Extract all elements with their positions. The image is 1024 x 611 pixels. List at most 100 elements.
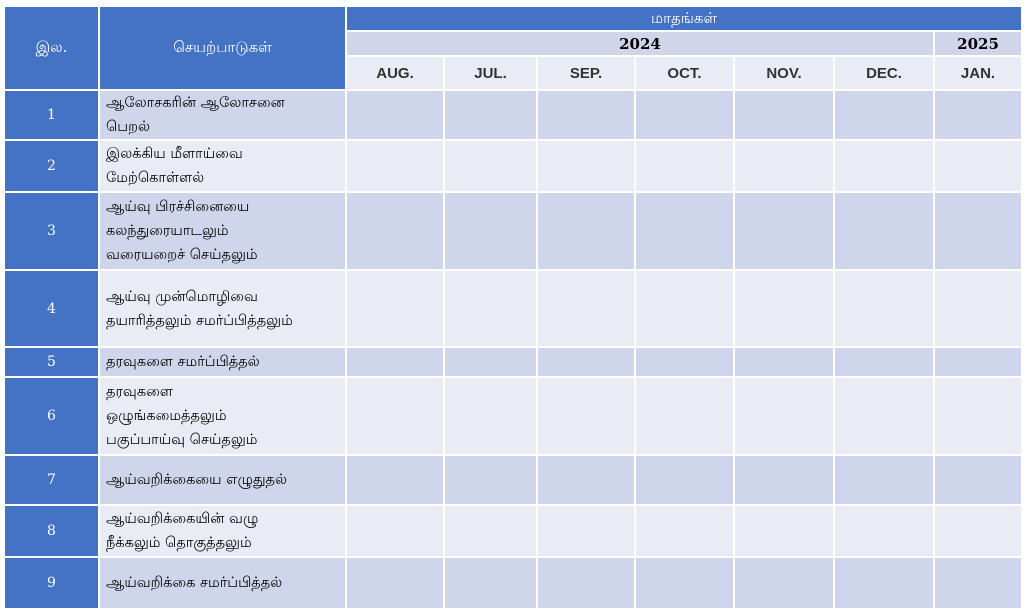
schedule-cell — [733, 376, 835, 456]
schedule-cell — [443, 376, 538, 456]
schedule-cell — [932, 376, 1024, 456]
table-row: 3 ஆய்வு பிரச்சினையை கலந்துரையாடலும் வரையறைச… — [3, 191, 1024, 271]
activity-text-line: தரவுகளை — [106, 384, 173, 400]
schedule-cell — [345, 454, 445, 506]
schedule-cell — [833, 376, 935, 456]
activity-text-line: வரையறைச் செய்தலும் — [106, 247, 258, 263]
activity-cell: ஆய்வறிக்கை சமர்ப்பித்தல் — [98, 556, 347, 610]
schedule-cell — [443, 454, 538, 506]
activity-cell: தரவுகளை சமர்ப்பித்தல் — [98, 346, 347, 378]
schedule-cell — [345, 556, 445, 610]
activity-text-line: நீக்கலும் தொகுத்தலும் — [106, 535, 252, 551]
schedule-cell — [634, 346, 735, 378]
row-number: 1 — [3, 89, 100, 141]
schedule-cell — [833, 139, 935, 193]
schedule-cell — [733, 89, 835, 141]
table-row: 9 ஆய்வறிக்கை சமர்ப்பித்தல் — [3, 556, 1024, 610]
year-2025-header: 2025 — [932, 30, 1024, 57]
activity-text-line: மேற்கொள்ளல் — [106, 170, 205, 186]
schedule-cell — [536, 454, 636, 506]
month-header: NOV. — [733, 55, 835, 91]
activity-cell: ஆய்வு பிரச்சினையை கலந்துரையாடலும் வரையறைச்… — [98, 191, 347, 271]
schedule-cell — [733, 191, 835, 271]
schedule-cell — [733, 556, 835, 610]
schedule-cell — [833, 191, 935, 271]
schedule-cell — [536, 139, 636, 193]
schedule-cell — [932, 454, 1024, 506]
month-header: SEP. — [536, 55, 636, 91]
activity-cell: ஆய்வறிக்கையின் வழு நீக்கலும் தொகுத்தலும் — [98, 504, 347, 558]
schedule-cell — [443, 504, 538, 558]
activity-text-line: பெறல் — [106, 119, 150, 135]
schedule-cell — [932, 556, 1024, 610]
activity-text-line: தரவுகளை சமர்ப்பித்தல் — [106, 354, 260, 370]
activities-body: 1 ஆலோசகரின் ஆலோசனை பெறல் 2 இலக்கிய மீளாய்வை ம… — [3, 89, 1024, 610]
table-row: 7 ஆய்வறிக்கையை எழுதுதல் — [3, 454, 1024, 506]
schedule-cell — [833, 269, 935, 348]
table-row: 2 இலக்கிய மீளாய்வை மேற்கொள்ளல் — [3, 139, 1024, 193]
schedule-cell — [536, 376, 636, 456]
month-header: OCT. — [634, 55, 735, 91]
schedule-cell — [833, 556, 935, 610]
table-row: 8 ஆய்வறிக்கையின் வழு நீக்கலும் தொகுத்தலும் — [3, 504, 1024, 558]
schedule-cell — [443, 89, 538, 141]
schedule-cell — [833, 89, 935, 141]
schedule-cell — [932, 269, 1024, 348]
schedule-cell — [733, 454, 835, 506]
serial-number-header: இல. — [3, 5, 100, 91]
activity-cell: ஆலோசகரின் ஆலோசனை பெறல் — [98, 89, 347, 141]
activity-text-line: ஆலோசகரின் ஆலோசனை — [106, 95, 285, 111]
row-number: 5 — [3, 346, 100, 378]
row-number: 7 — [3, 454, 100, 506]
row-number: 2 — [3, 139, 100, 193]
schedule-cell — [536, 556, 636, 610]
schedule-cell — [345, 504, 445, 558]
schedule-cell — [345, 191, 445, 271]
activity-cell: ஆய்வறிக்கையை எழுதுதல் — [98, 454, 347, 506]
schedule-cell — [345, 269, 445, 348]
schedule-cell — [833, 454, 935, 506]
months-header: மாதங்கள் — [344, 5, 1024, 32]
activity-text-line: தயாரித்தலும் சமர்ப்பித்தலும் — [106, 312, 293, 329]
schedule-table: இல. செயற்பாடுகள் மாதங்கள் 2024 2025 AUG.… — [3, 5, 1024, 610]
month-header: DEC. — [833, 55, 935, 91]
schedule-cell — [536, 504, 636, 558]
schedule-cell — [345, 346, 445, 378]
activity-text-line: கலந்துரையாடலும் — [106, 223, 229, 239]
schedule-cell — [634, 454, 735, 506]
schedule-cell — [345, 139, 445, 193]
schedule-cell — [833, 346, 935, 378]
schedule-cell — [536, 89, 636, 141]
schedule-cell — [443, 191, 538, 271]
schedule-cell — [733, 346, 835, 378]
month-header: JUL. — [443, 55, 538, 91]
year-2024-header: 2024 — [345, 30, 935, 57]
schedule-cell — [536, 269, 636, 348]
table-row: 1 ஆலோசகரின் ஆலோசனை பெறல் — [3, 89, 1024, 141]
table-row: 4 ஆய்வு முன்மொழிவை தயாரித்தலும் சமர்ப்பித்… — [3, 269, 1024, 348]
activity-text-line: இலக்கிய மீளாய்வை — [106, 146, 243, 162]
activity-text-line: ஆய்வறிக்கையின் வழு — [106, 511, 259, 527]
schedule-cell — [634, 376, 735, 456]
schedule-cell — [536, 346, 636, 378]
schedule-cell — [443, 556, 538, 610]
schedule-cell — [932, 346, 1024, 378]
activity-cell: இலக்கிய மீளாய்வை மேற்கொள்ளல் — [98, 139, 347, 193]
activity-text-line: ஆய்வு பிரச்சினையை — [106, 199, 250, 215]
schedule-cell — [634, 504, 735, 558]
row-number: 8 — [3, 504, 100, 558]
schedule-cell — [634, 191, 735, 271]
activity-text-line: பகுப்பாய்வு செய்தலும் — [106, 432, 258, 448]
schedule-cell — [634, 556, 735, 610]
schedule-cell — [443, 346, 538, 378]
schedule-cell — [443, 139, 538, 193]
schedule-cell — [536, 191, 636, 271]
schedule-cell — [345, 89, 445, 141]
schedule-cell — [634, 269, 735, 348]
schedule-cell — [833, 504, 935, 558]
schedule-cell — [634, 89, 735, 141]
activity-cell: தரவுகளை ஒழுங்கமைத்தலும் பகுப்பாய்வு செய்தல… — [98, 376, 347, 456]
month-header: AUG. — [345, 55, 445, 91]
activity-text-line: ஆய்வறிக்கையை எழுதுதல் — [106, 472, 288, 488]
month-header: JAN. — [932, 55, 1024, 91]
